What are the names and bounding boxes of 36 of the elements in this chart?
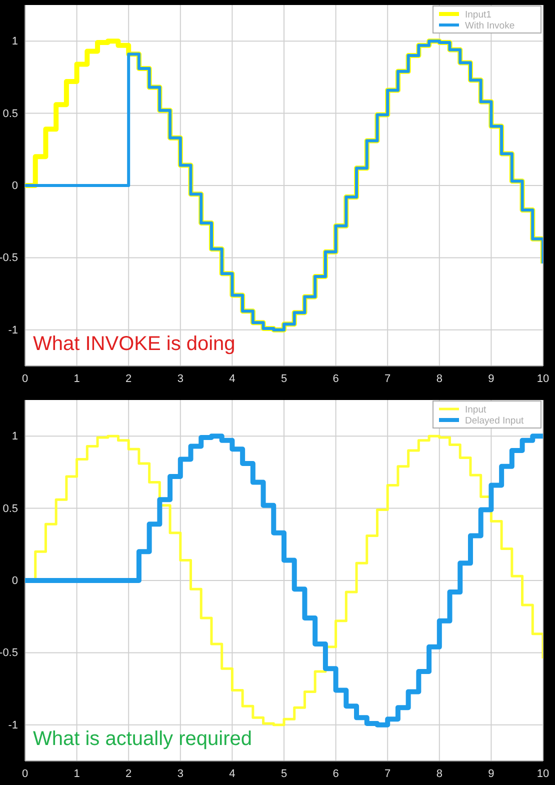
x-tick-label: 5 bbox=[280, 372, 288, 385]
x-tick-label: 6 bbox=[332, 768, 339, 780]
legend-label: Delayed Input bbox=[465, 416, 524, 426]
x-tick-label: 7 bbox=[384, 768, 391, 780]
y-tick-label: -1 bbox=[8, 719, 18, 732]
y-tick-label: 0.5 bbox=[2, 502, 18, 515]
x-tick-label: 9 bbox=[488, 768, 494, 780]
y-tick-label: 1 bbox=[12, 36, 18, 48]
annotation: What is actually required bbox=[33, 728, 252, 750]
annotation: What INVOKE is doing bbox=[33, 333, 236, 355]
x-tick-label: 2 bbox=[126, 768, 132, 780]
x-tick-label: 10 bbox=[536, 768, 550, 780]
y-tick-label: 1 bbox=[12, 430, 18, 443]
x-tick-label: 8 bbox=[436, 768, 442, 780]
x-tick-label: 1 bbox=[74, 372, 80, 385]
y-tick-label: 0.5 bbox=[2, 108, 18, 120]
x-tick-label: 4 bbox=[229, 372, 236, 385]
x-tick-label: 7 bbox=[384, 372, 391, 385]
x-tick-label: 5 bbox=[280, 768, 288, 780]
x-tick-label: 3 bbox=[177, 768, 184, 780]
y-tick-label: 0 bbox=[12, 575, 18, 588]
y-tick-label: 0 bbox=[12, 180, 18, 192]
x-tick-label: 1 bbox=[74, 768, 80, 780]
x-tick-label: 6 bbox=[332, 372, 339, 385]
legend-label: Input bbox=[465, 404, 486, 416]
x-tick-label: 2 bbox=[126, 372, 132, 385]
legend-label: With Invoke bbox=[465, 20, 515, 32]
x-tick-label: 0 bbox=[22, 768, 28, 780]
x-tick-label: 3 bbox=[177, 372, 184, 385]
x-tick-label: 10 bbox=[536, 372, 550, 385]
y-tick-label: -1 bbox=[8, 324, 18, 336]
legend-label: Input1 bbox=[465, 10, 492, 20]
x-tick-label: 9 bbox=[488, 372, 494, 385]
x-tick-label: 0 bbox=[22, 372, 28, 385]
x-tick-label: 8 bbox=[436, 372, 442, 385]
x-tick-label: 4 bbox=[229, 768, 236, 780]
